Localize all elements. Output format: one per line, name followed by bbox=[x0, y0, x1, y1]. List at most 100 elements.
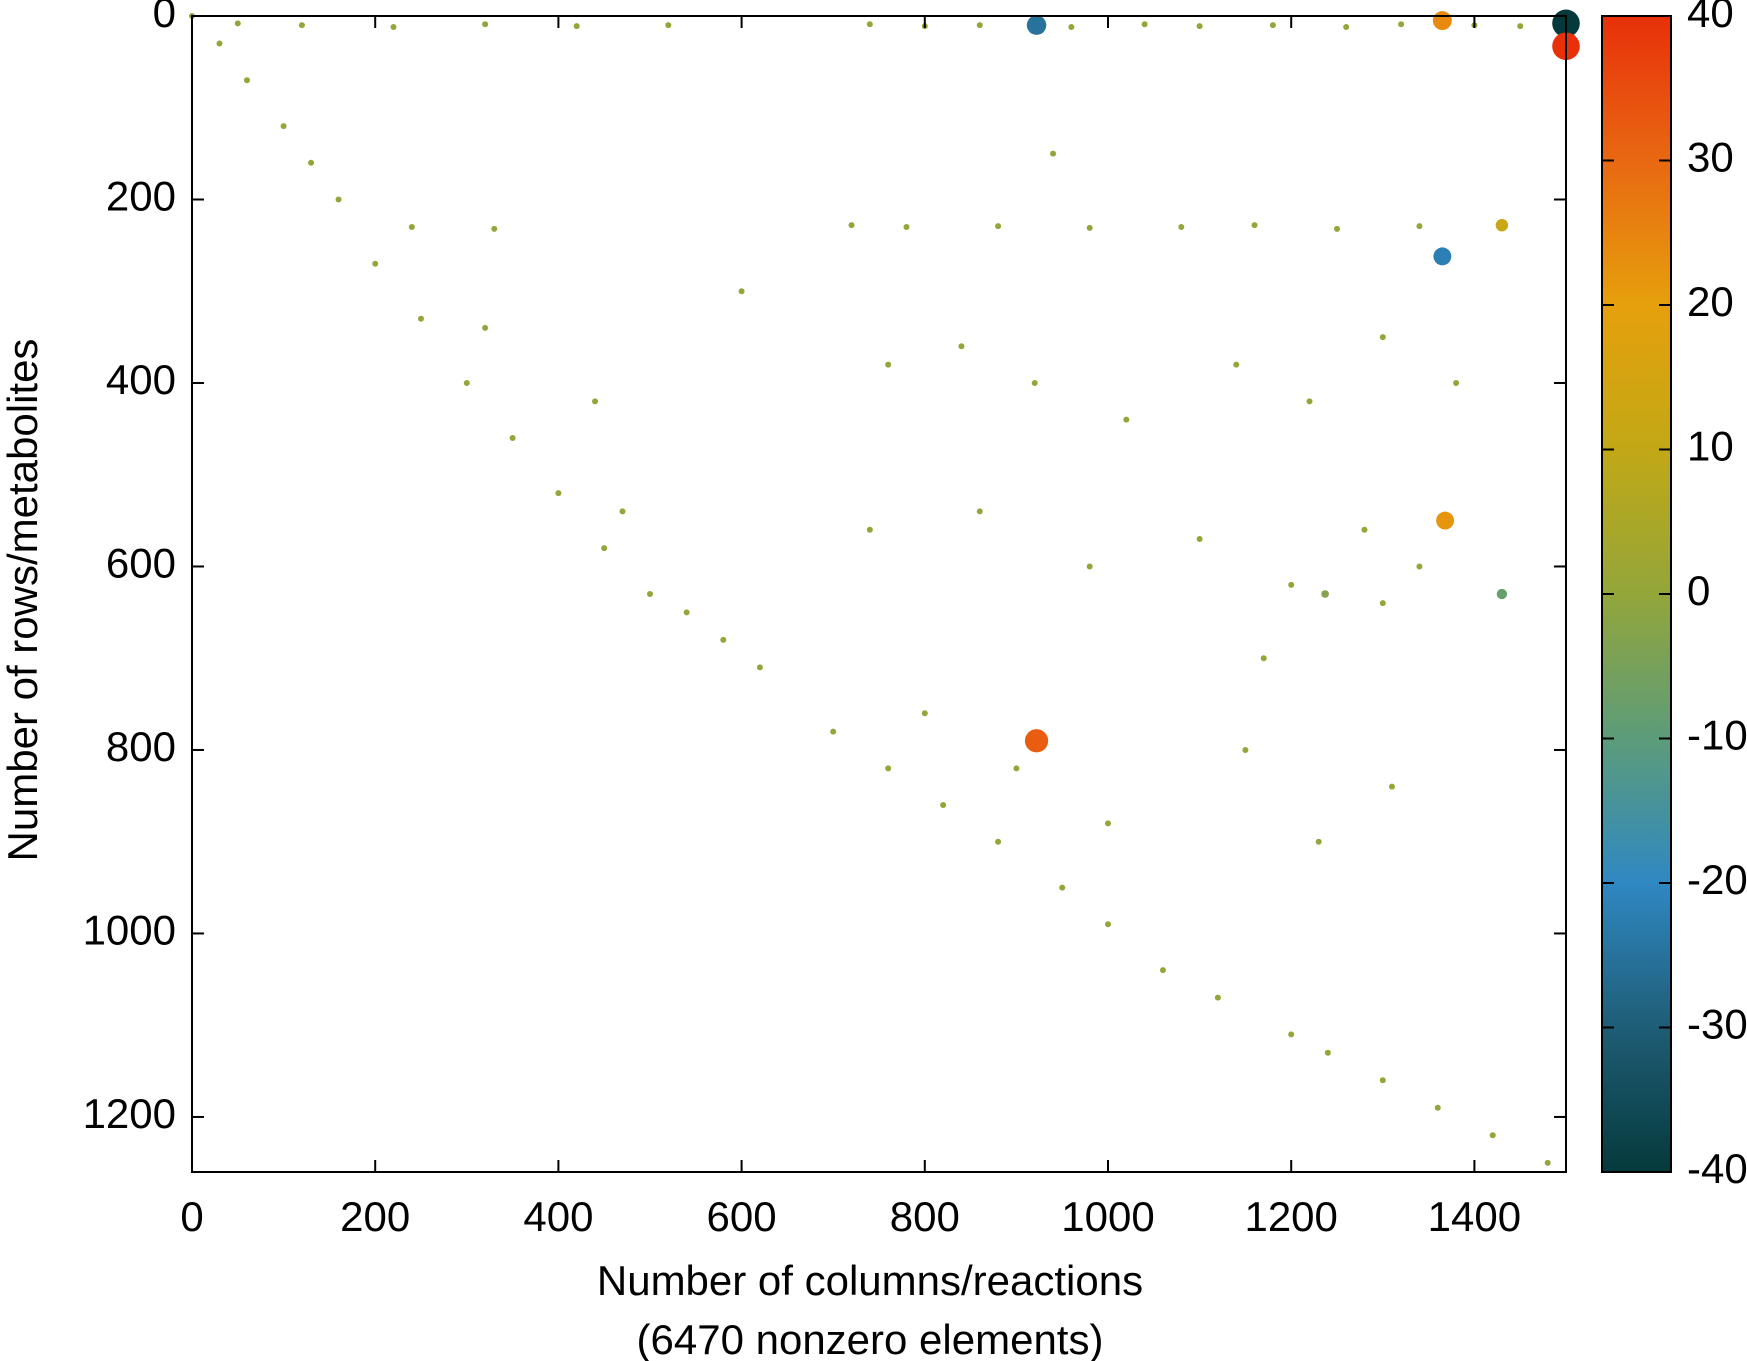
y-axis-label: Number of rows/metabolites bbox=[0, 339, 46, 862]
point bbox=[1453, 379, 1460, 386]
point bbox=[601, 545, 608, 552]
point bbox=[866, 21, 873, 28]
point bbox=[1324, 1049, 1331, 1056]
point bbox=[1031, 379, 1038, 386]
point bbox=[280, 123, 287, 130]
point bbox=[1433, 247, 1452, 266]
point bbox=[573, 23, 580, 30]
colorbar-tick-label: -10 bbox=[1687, 712, 1747, 759]
x-tick-label: 0 bbox=[180, 1193, 203, 1240]
point bbox=[1416, 223, 1423, 230]
x-tick-label: 600 bbox=[707, 1193, 777, 1240]
point bbox=[1379, 334, 1386, 341]
colorbar-tick-label: 0 bbox=[1687, 567, 1710, 614]
point bbox=[921, 710, 928, 717]
colorbar-tick-label: -30 bbox=[1687, 1001, 1747, 1048]
point bbox=[1233, 361, 1240, 368]
point bbox=[1013, 765, 1020, 772]
point bbox=[509, 435, 516, 442]
point bbox=[1315, 838, 1322, 845]
point bbox=[1086, 563, 1093, 570]
point bbox=[1517, 23, 1524, 30]
point bbox=[1434, 1104, 1441, 1111]
point bbox=[903, 224, 910, 231]
point bbox=[335, 196, 342, 203]
point bbox=[1379, 600, 1386, 607]
point bbox=[1361, 526, 1368, 533]
point bbox=[1398, 21, 1405, 28]
point bbox=[665, 22, 672, 29]
point bbox=[1306, 398, 1313, 405]
x-tick-label: 1400 bbox=[1428, 1193, 1521, 1240]
point bbox=[482, 21, 489, 28]
point bbox=[1159, 967, 1166, 974]
y-tick-label: 400 bbox=[106, 356, 176, 403]
y-tick-label: 1000 bbox=[83, 907, 176, 954]
point bbox=[885, 361, 892, 368]
point bbox=[463, 379, 470, 386]
x-axis-sublabel: (6470 nonzero elements) bbox=[637, 1316, 1104, 1361]
point bbox=[491, 225, 498, 232]
point bbox=[408, 224, 415, 231]
point bbox=[234, 20, 241, 27]
point bbox=[995, 223, 1002, 230]
point bbox=[1068, 24, 1075, 31]
point bbox=[418, 315, 424, 322]
y-tick-label: 800 bbox=[106, 723, 176, 770]
point bbox=[372, 260, 379, 267]
point bbox=[1196, 23, 1203, 30]
plot-frame bbox=[191, 15, 1567, 1173]
point bbox=[756, 664, 763, 671]
point bbox=[866, 526, 873, 533]
y-tick-label: 200 bbox=[106, 173, 176, 220]
point bbox=[1288, 581, 1295, 588]
point bbox=[1432, 11, 1452, 31]
point bbox=[1388, 783, 1395, 790]
colorbar-tick-label: -40 bbox=[1687, 1145, 1747, 1192]
point bbox=[1196, 535, 1203, 542]
point bbox=[1024, 729, 1049, 753]
point bbox=[1242, 746, 1249, 753]
point bbox=[308, 159, 315, 166]
point bbox=[1321, 590, 1329, 598]
point bbox=[1178, 224, 1185, 231]
point bbox=[958, 343, 965, 350]
point bbox=[619, 508, 626, 515]
x-tick-label: 1000 bbox=[1061, 1193, 1154, 1240]
point bbox=[940, 802, 947, 809]
point bbox=[1026, 15, 1047, 35]
point bbox=[1269, 22, 1276, 29]
point bbox=[390, 24, 397, 31]
colorbar-tick-label: 30 bbox=[1687, 134, 1734, 181]
point bbox=[243, 77, 250, 84]
point bbox=[592, 398, 599, 405]
point bbox=[720, 636, 727, 643]
colorbar-tick-label: 10 bbox=[1687, 423, 1734, 470]
point bbox=[1123, 416, 1130, 423]
point bbox=[216, 40, 223, 47]
point bbox=[1059, 884, 1066, 891]
point bbox=[1086, 224, 1093, 231]
point bbox=[482, 324, 489, 331]
point bbox=[1050, 150, 1057, 157]
y-tick-label: 600 bbox=[106, 540, 176, 587]
point bbox=[1379, 1077, 1386, 1084]
x-tick-label: 200 bbox=[340, 1193, 410, 1240]
point bbox=[1496, 588, 1508, 600]
point bbox=[1489, 1132, 1496, 1139]
point bbox=[1141, 21, 1148, 28]
y-tick-label: 1200 bbox=[83, 1090, 176, 1137]
point bbox=[1251, 222, 1258, 229]
point bbox=[848, 222, 855, 229]
point bbox=[1334, 225, 1340, 232]
point bbox=[885, 765, 892, 772]
point bbox=[298, 22, 305, 29]
x-tick-label: 1200 bbox=[1244, 1193, 1337, 1240]
point bbox=[976, 22, 983, 29]
colorbar-tick-label: -20 bbox=[1687, 856, 1747, 903]
point bbox=[738, 288, 745, 295]
colorbar-tick-label: 40 bbox=[1687, 0, 1734, 36]
point bbox=[1105, 820, 1111, 827]
point bbox=[647, 591, 653, 597]
